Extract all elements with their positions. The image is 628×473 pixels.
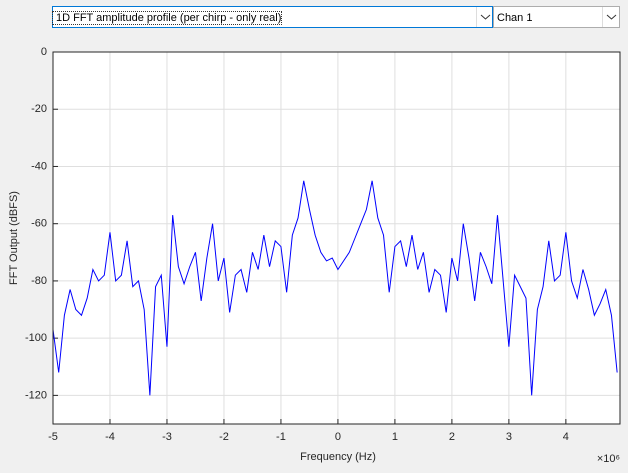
dropdown-text: 1D FFT amplitude profile (per chirp - on… xyxy=(51,11,283,25)
dropdown-arrow xyxy=(476,7,491,27)
x-tick-label: 0 xyxy=(335,431,341,443)
y-tick-label: -80 xyxy=(31,275,47,287)
x-axis-label: Frequency (Hz) xyxy=(300,451,376,463)
plot-border xyxy=(52,51,621,425)
data-line xyxy=(52,180,618,396)
x-tick-label: 2 xyxy=(449,431,455,443)
dropdown[interactable]: 1D FFT amplitude profile (per chirp - on… xyxy=(51,6,493,28)
y-tick-label: -100 xyxy=(25,332,47,344)
x-tick-label: -1 xyxy=(276,431,286,443)
x-tick-label: -3 xyxy=(162,431,172,443)
y-tick-label: -60 xyxy=(31,218,47,230)
y-tick-label: -20 xyxy=(31,103,47,115)
x-tick-label: -2 xyxy=(219,431,229,443)
dropdown[interactable]: Chan 1 xyxy=(493,6,620,28)
x-tick-label: 4 xyxy=(563,431,569,443)
y-axis-label: FFT Output (dBFS) xyxy=(8,191,20,285)
x-multiplier: ×10⁶ xyxy=(597,453,620,465)
dropdown-text: Chan 1 xyxy=(497,12,533,24)
x-tick-label: 1 xyxy=(392,431,398,443)
dropdown-arrow xyxy=(602,7,617,27)
y-tick-label: 0 xyxy=(41,46,47,58)
y-tick-label: -120 xyxy=(25,389,47,401)
x-tick-label: 3 xyxy=(506,431,512,443)
y-tick-label: -40 xyxy=(31,160,47,172)
x-tick-label: -5 xyxy=(48,431,58,443)
plot-area xyxy=(53,52,620,424)
x-tick-label: -4 xyxy=(105,431,115,443)
